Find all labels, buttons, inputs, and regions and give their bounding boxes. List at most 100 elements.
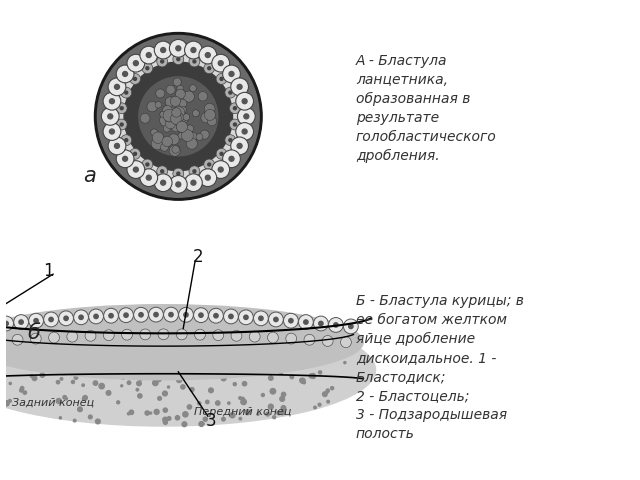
Circle shape: [109, 313, 113, 318]
Circle shape: [310, 373, 316, 379]
Circle shape: [314, 406, 316, 409]
Circle shape: [180, 385, 185, 389]
Circle shape: [19, 320, 23, 324]
Circle shape: [64, 316, 68, 321]
Circle shape: [125, 369, 129, 373]
Circle shape: [323, 336, 333, 347]
Circle shape: [152, 132, 164, 144]
Circle shape: [34, 319, 38, 323]
Circle shape: [212, 161, 230, 179]
Circle shape: [130, 148, 141, 159]
Circle shape: [109, 359, 112, 361]
Circle shape: [165, 97, 175, 107]
Circle shape: [95, 419, 100, 424]
Circle shape: [79, 408, 81, 411]
Circle shape: [125, 91, 128, 94]
Circle shape: [56, 398, 61, 404]
Circle shape: [332, 357, 335, 360]
Circle shape: [176, 121, 188, 132]
Circle shape: [208, 67, 211, 70]
Circle shape: [117, 55, 239, 178]
Circle shape: [134, 152, 136, 156]
Text: Б - Бластула курицы; в
ее богатом желтком
яйце дробление
дискоидальное. 1 -
Блас: Б - Бластула курицы; в ее богатом желтко…: [356, 294, 524, 441]
Circle shape: [199, 169, 217, 187]
Circle shape: [190, 387, 194, 391]
Circle shape: [28, 365, 33, 370]
Circle shape: [67, 331, 77, 342]
Circle shape: [12, 335, 23, 345]
Circle shape: [208, 163, 211, 166]
Circle shape: [225, 135, 236, 145]
Circle shape: [171, 97, 179, 105]
Circle shape: [30, 333, 41, 344]
Circle shape: [142, 159, 153, 170]
Circle shape: [243, 382, 246, 386]
Circle shape: [331, 386, 333, 390]
Circle shape: [104, 308, 118, 323]
Circle shape: [127, 54, 145, 72]
Circle shape: [161, 143, 168, 151]
Circle shape: [122, 329, 132, 340]
Circle shape: [163, 420, 168, 424]
Circle shape: [225, 87, 236, 98]
Circle shape: [209, 388, 213, 393]
Circle shape: [116, 119, 127, 130]
Circle shape: [169, 100, 180, 112]
Circle shape: [0, 336, 4, 347]
Circle shape: [349, 324, 353, 329]
Circle shape: [61, 370, 67, 375]
Circle shape: [177, 58, 180, 60]
Circle shape: [189, 166, 200, 177]
Circle shape: [170, 176, 187, 193]
Circle shape: [237, 108, 255, 125]
Circle shape: [191, 180, 196, 185]
Circle shape: [223, 65, 241, 83]
Circle shape: [328, 318, 343, 332]
Circle shape: [9, 383, 12, 384]
Circle shape: [189, 363, 195, 369]
Circle shape: [165, 119, 175, 129]
Circle shape: [170, 96, 180, 107]
Circle shape: [158, 396, 161, 400]
Circle shape: [120, 107, 123, 110]
Circle shape: [167, 417, 171, 420]
Circle shape: [102, 363, 104, 365]
Circle shape: [284, 313, 298, 328]
Circle shape: [140, 329, 150, 340]
Circle shape: [90, 356, 93, 360]
Circle shape: [237, 144, 242, 148]
Circle shape: [147, 175, 151, 180]
Circle shape: [139, 312, 143, 317]
Circle shape: [229, 91, 232, 94]
Circle shape: [193, 170, 196, 173]
Circle shape: [158, 329, 169, 340]
Circle shape: [0, 366, 5, 372]
Circle shape: [201, 354, 204, 357]
Circle shape: [108, 78, 126, 96]
Circle shape: [56, 381, 60, 384]
Circle shape: [304, 320, 308, 324]
Circle shape: [282, 392, 285, 396]
Circle shape: [216, 401, 220, 405]
Circle shape: [171, 107, 184, 120]
Circle shape: [231, 137, 248, 155]
Circle shape: [145, 411, 149, 415]
Circle shape: [121, 87, 132, 98]
Circle shape: [115, 84, 120, 89]
Circle shape: [150, 129, 158, 136]
Circle shape: [157, 56, 168, 67]
Circle shape: [268, 332, 278, 343]
Circle shape: [266, 358, 269, 361]
Circle shape: [139, 77, 218, 156]
Circle shape: [20, 389, 23, 392]
Circle shape: [138, 375, 143, 380]
Circle shape: [177, 85, 184, 92]
Circle shape: [0, 316, 13, 331]
Circle shape: [154, 312, 158, 317]
Circle shape: [4, 401, 9, 406]
Circle shape: [195, 329, 205, 340]
Circle shape: [150, 412, 152, 414]
Circle shape: [183, 412, 188, 417]
Circle shape: [177, 122, 186, 132]
Circle shape: [159, 114, 172, 127]
